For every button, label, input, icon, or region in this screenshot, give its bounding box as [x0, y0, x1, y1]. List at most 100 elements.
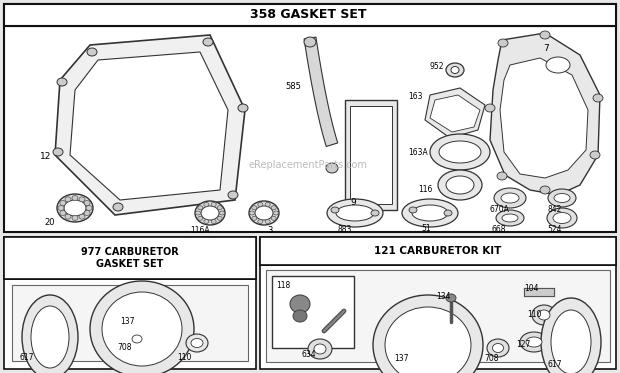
Ellipse shape	[132, 335, 142, 343]
Text: 118: 118	[276, 281, 290, 290]
Polygon shape	[55, 35, 245, 215]
Ellipse shape	[217, 206, 222, 210]
Text: 134: 134	[436, 292, 451, 301]
Text: 137: 137	[120, 317, 135, 326]
Text: 708: 708	[117, 343, 131, 352]
Ellipse shape	[186, 334, 208, 352]
Text: 670A: 670A	[490, 205, 510, 214]
Ellipse shape	[497, 172, 507, 180]
Ellipse shape	[217, 216, 222, 220]
Ellipse shape	[195, 201, 225, 225]
Ellipse shape	[409, 207, 417, 213]
Ellipse shape	[520, 332, 548, 352]
Ellipse shape	[265, 220, 270, 223]
Ellipse shape	[79, 197, 85, 202]
Text: 110: 110	[177, 353, 192, 362]
Ellipse shape	[553, 213, 571, 223]
Ellipse shape	[532, 305, 556, 325]
Ellipse shape	[293, 310, 307, 322]
Ellipse shape	[58, 206, 64, 210]
Polygon shape	[425, 88, 485, 138]
Ellipse shape	[385, 307, 471, 373]
Ellipse shape	[191, 339, 203, 348]
Ellipse shape	[211, 220, 216, 223]
Ellipse shape	[485, 104, 495, 112]
Ellipse shape	[198, 216, 203, 220]
Ellipse shape	[547, 208, 577, 228]
Text: 3: 3	[267, 226, 272, 235]
Ellipse shape	[127, 331, 147, 347]
Text: 110: 110	[527, 310, 541, 319]
Ellipse shape	[326, 163, 338, 173]
Ellipse shape	[64, 200, 86, 216]
Text: 137: 137	[394, 354, 409, 363]
Text: 9: 9	[350, 198, 356, 207]
Polygon shape	[304, 37, 338, 147]
Ellipse shape	[249, 211, 254, 215]
Ellipse shape	[238, 104, 248, 112]
Ellipse shape	[526, 337, 542, 347]
Ellipse shape	[258, 203, 263, 206]
Ellipse shape	[204, 220, 209, 223]
Ellipse shape	[540, 31, 550, 39]
Ellipse shape	[252, 216, 257, 220]
Text: 708: 708	[484, 354, 498, 363]
Ellipse shape	[273, 211, 278, 215]
Ellipse shape	[451, 66, 459, 73]
Ellipse shape	[496, 210, 524, 226]
Ellipse shape	[336, 205, 374, 221]
Ellipse shape	[546, 57, 570, 73]
Ellipse shape	[90, 281, 194, 373]
Bar	[350, 106, 392, 204]
Ellipse shape	[265, 203, 270, 206]
Ellipse shape	[255, 206, 273, 220]
Text: 585: 585	[285, 82, 301, 91]
Ellipse shape	[593, 94, 603, 102]
Text: 617: 617	[20, 353, 35, 362]
Bar	[272, 276, 354, 348]
Text: 617: 617	[548, 360, 562, 369]
Ellipse shape	[72, 216, 78, 220]
Ellipse shape	[31, 306, 69, 368]
Ellipse shape	[590, 151, 600, 159]
Ellipse shape	[72, 195, 78, 201]
Ellipse shape	[438, 170, 482, 200]
Ellipse shape	[228, 191, 238, 199]
Ellipse shape	[502, 214, 518, 222]
Ellipse shape	[195, 211, 200, 215]
Ellipse shape	[258, 220, 263, 223]
Text: eReplacementParts.com: eReplacementParts.com	[249, 160, 368, 170]
Text: 634: 634	[302, 350, 317, 359]
Text: 20: 20	[44, 218, 55, 227]
Bar	[266, 270, 610, 362]
Polygon shape	[430, 95, 480, 132]
Ellipse shape	[538, 310, 550, 320]
Text: 116A: 116A	[190, 226, 210, 235]
Ellipse shape	[541, 298, 601, 373]
Text: 7: 7	[543, 44, 549, 53]
Ellipse shape	[84, 210, 90, 216]
Bar	[4, 4, 616, 232]
Ellipse shape	[249, 201, 279, 225]
Ellipse shape	[79, 214, 85, 219]
Ellipse shape	[446, 63, 464, 77]
Ellipse shape	[113, 203, 123, 211]
Text: 121 CARBURETOR KIT: 121 CARBURETOR KIT	[374, 246, 502, 256]
Ellipse shape	[308, 339, 332, 359]
Ellipse shape	[57, 78, 67, 86]
Ellipse shape	[271, 206, 276, 210]
Text: 51: 51	[421, 224, 431, 233]
Polygon shape	[490, 33, 600, 195]
Bar	[4, 4, 616, 26]
Ellipse shape	[203, 38, 213, 46]
Text: 358 GASKET SET: 358 GASKET SET	[250, 9, 366, 22]
Ellipse shape	[57, 194, 93, 222]
Ellipse shape	[373, 295, 483, 373]
Ellipse shape	[22, 295, 78, 373]
Text: 127: 127	[516, 340, 530, 349]
Ellipse shape	[551, 310, 591, 373]
Text: 977 CARBURETOR
GASKET SET: 977 CARBURETOR GASKET SET	[81, 247, 179, 269]
Ellipse shape	[430, 134, 490, 170]
Ellipse shape	[548, 189, 576, 207]
Text: 883: 883	[337, 225, 352, 234]
